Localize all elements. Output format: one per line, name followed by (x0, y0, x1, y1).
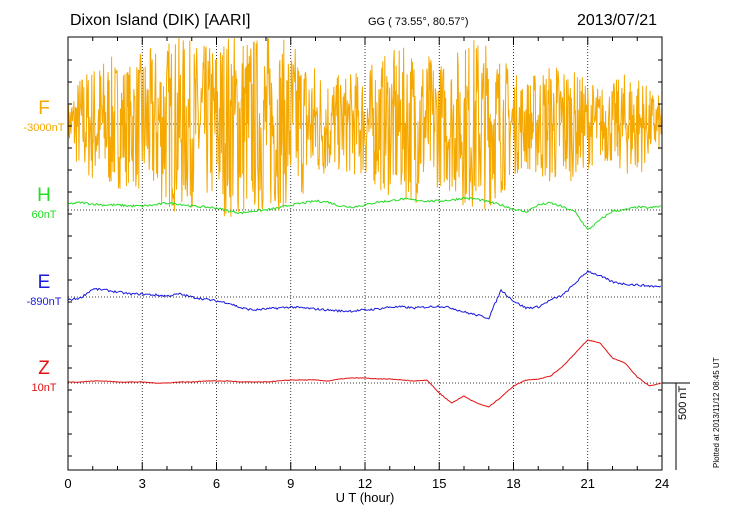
series-line-Z (67, 339, 662, 408)
geo-coordinates: GG ( 73.55°, 80.57°) (368, 16, 469, 28)
x-tick-label-9: 9 (287, 476, 295, 491)
x-tick-marks (67, 37, 663, 470)
series-group (67, 37, 663, 408)
plotted-timestamp: Plotted at 2013/11/12 08:45 UT (712, 357, 721, 468)
channel-label-E: E (37, 272, 51, 293)
channel-label-Z: Z (38, 358, 50, 379)
baseline-label-F: -3000nT (23, 122, 65, 134)
station-title: Dixon Island (DIK) [AARI] (70, 12, 251, 29)
baseline-label-Z: 10nT (31, 382, 57, 394)
x-tick-label-15: 15 (432, 476, 447, 491)
baseline-label-E: -890nT (26, 296, 62, 308)
channel-label-F: F (38, 98, 50, 119)
x-tick-label-18: 18 (506, 476, 521, 491)
baseline-label-H: 60nT (31, 209, 57, 221)
x-axis-label: U T (hour) (335, 490, 395, 505)
scale-bar (662, 382, 690, 470)
x-tick-label-24: 24 (654, 476, 670, 491)
scale-bar-label: 500 nT (677, 385, 689, 420)
series-line-E (67, 269, 662, 320)
x-tick-label-21: 21 (580, 476, 595, 491)
x-tick-label-3: 3 (138, 476, 146, 491)
x-tick-label-0: 0 (64, 476, 72, 491)
x-tick-label-6: 6 (212, 476, 221, 491)
grid-lines (68, 37, 662, 470)
channel-label-H: H (37, 185, 51, 206)
series-line-H (67, 197, 661, 231)
series-line-F (67, 37, 663, 217)
plot-date: 2013/07/21 (577, 12, 658, 29)
x-tick-label-12: 12 (357, 476, 373, 491)
